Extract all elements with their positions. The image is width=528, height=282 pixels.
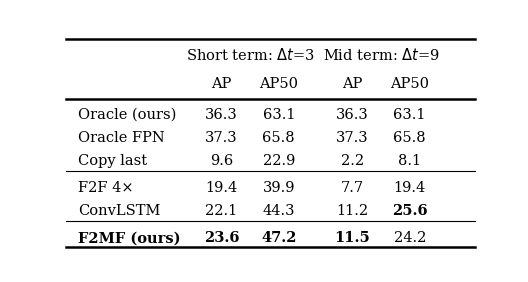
Text: 65.8: 65.8 <box>262 131 295 145</box>
Text: 2.2: 2.2 <box>341 154 364 168</box>
Text: 9.6: 9.6 <box>210 154 233 168</box>
Text: 23.6: 23.6 <box>204 232 239 246</box>
Text: 36.3: 36.3 <box>336 107 369 122</box>
Text: 24.2: 24.2 <box>393 232 426 246</box>
Text: 39.9: 39.9 <box>262 181 295 195</box>
Text: Short term: $\Delta t$=3: Short term: $\Delta t$=3 <box>186 47 315 63</box>
Text: 7.7: 7.7 <box>341 181 364 195</box>
Text: AP: AP <box>342 77 363 91</box>
Text: Oracle (ours): Oracle (ours) <box>78 107 177 122</box>
Text: 44.3: 44.3 <box>262 204 295 218</box>
Text: 8.1: 8.1 <box>398 154 421 168</box>
Text: AP50: AP50 <box>390 77 429 91</box>
Text: 22.1: 22.1 <box>205 204 238 218</box>
Text: 65.8: 65.8 <box>393 131 426 145</box>
Text: AP: AP <box>211 77 232 91</box>
Text: 63.1: 63.1 <box>393 107 426 122</box>
Text: Copy last: Copy last <box>78 154 147 168</box>
Text: F2MF (ours): F2MF (ours) <box>78 232 181 246</box>
Text: 22.9: 22.9 <box>262 154 295 168</box>
Text: 37.3: 37.3 <box>336 131 369 145</box>
Text: Oracle FPN: Oracle FPN <box>78 131 165 145</box>
Text: 37.3: 37.3 <box>205 131 238 145</box>
Text: 19.4: 19.4 <box>205 181 238 195</box>
Text: ConvLSTM: ConvLSTM <box>78 204 161 218</box>
Text: 63.1: 63.1 <box>262 107 295 122</box>
Text: 25.6: 25.6 <box>392 204 428 218</box>
Text: 19.4: 19.4 <box>393 181 426 195</box>
Text: F2F 4×: F2F 4× <box>78 181 134 195</box>
Text: Mid term: $\Delta t$=9: Mid term: $\Delta t$=9 <box>323 47 439 63</box>
Text: 11.2: 11.2 <box>336 204 369 218</box>
Text: 36.3: 36.3 <box>205 107 238 122</box>
Text: 47.2: 47.2 <box>261 232 297 246</box>
Text: AP50: AP50 <box>259 77 298 91</box>
Text: 11.5: 11.5 <box>335 232 370 246</box>
